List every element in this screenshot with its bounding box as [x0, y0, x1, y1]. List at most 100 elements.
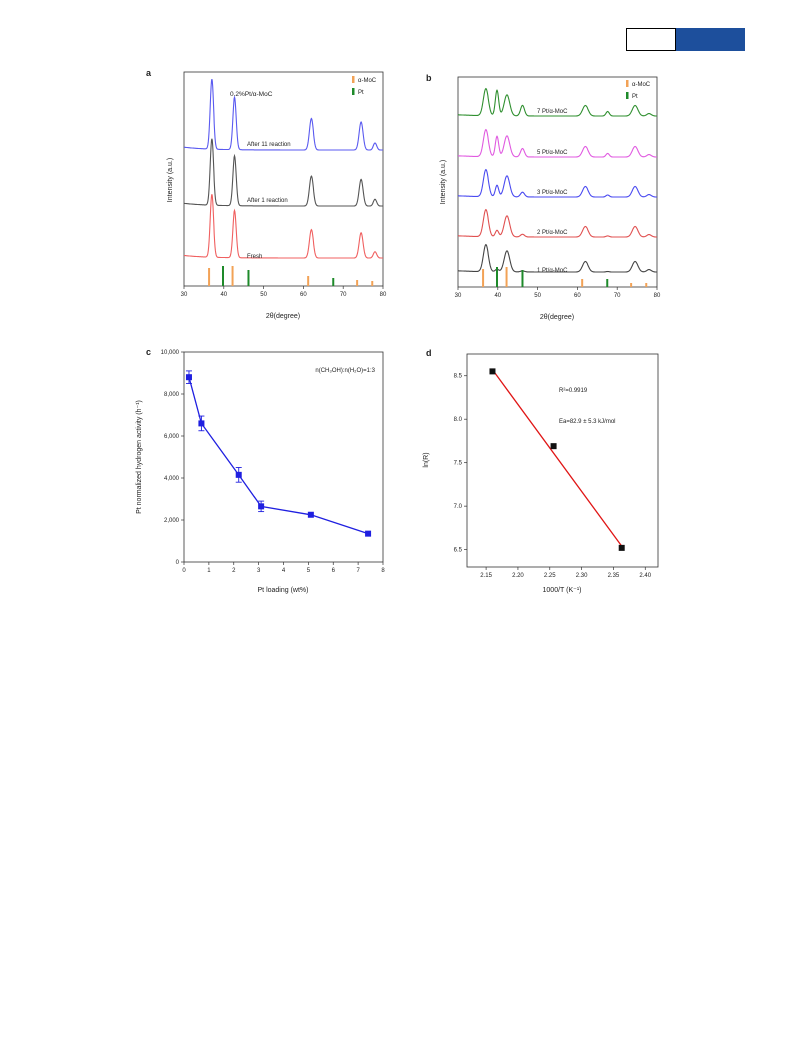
x-tick-label: 2.35 — [608, 573, 620, 579]
y-tick-label: 8.0 — [454, 417, 463, 423]
panel-d-ylabel: ln(R) — [423, 452, 430, 467]
panel-c-ylabel: Pt normalized hydrogen activity (h⁻¹) — [136, 400, 143, 514]
x-tick-label: 3 — [257, 568, 261, 574]
x-tick-label: 8 — [381, 568, 385, 574]
panel-d-r2: R²=0.9919 — [559, 388, 588, 394]
x-tick-label: 0 — [182, 568, 186, 574]
legend-alpha-moc-swatch — [352, 76, 355, 83]
panel-c-frame — [183, 351, 384, 563]
x-tick-label: 60 — [300, 292, 307, 298]
x-tick-label: 2.15 — [480, 573, 492, 579]
y-tick-label: 8,000 — [164, 392, 180, 398]
xrd-curve — [183, 138, 383, 207]
x-tick-label: 7 — [356, 568, 360, 574]
series-label: 1 Pt/α-MoC — [537, 268, 568, 274]
x-tick-label: 5 — [307, 568, 311, 574]
panel-d-frame — [466, 353, 659, 568]
y-tick-label: 6,000 — [164, 434, 180, 440]
panel-a-letter: a — [146, 68, 152, 78]
panel-b-ylabel: Intensity (a.u.) — [440, 160, 447, 204]
x-tick-label: 50 — [534, 293, 541, 299]
legend-pt-label: Pt — [632, 94, 638, 100]
xrd-curve — [458, 208, 657, 238]
xrd-curve — [458, 243, 657, 273]
data-point — [550, 443, 557, 450]
series-label: 2 Pt/α-MoC — [537, 230, 568, 236]
y-tick-label: 0 — [176, 560, 180, 566]
legend-alpha-moc-label: α-MoC — [358, 78, 377, 84]
x-tick-label: 2.30 — [576, 573, 588, 579]
xrd-curve — [458, 87, 657, 117]
data-point — [618, 544, 625, 551]
x-tick-label: 2.25 — [544, 573, 556, 579]
x-tick-label: 40 — [220, 292, 227, 298]
series-label: 7 Pt/α-MoC — [537, 109, 568, 115]
series-label: After 1 reaction — [247, 198, 288, 204]
x-tick-label: 70 — [614, 293, 621, 299]
panel-a-frame — [183, 71, 384, 287]
x-tick-label: 6 — [332, 568, 336, 574]
legend-pt-label: Pt — [358, 90, 364, 96]
panel-a-title: 0.2%Pt/α-MoC — [230, 91, 273, 98]
y-tick-label: 8.5 — [454, 374, 463, 380]
data-point — [258, 503, 265, 510]
data-point — [307, 511, 314, 518]
panel-c-xlabel: Pt loading (wt%) — [258, 587, 309, 594]
panel-c-annotation: n(CH₃OH):n(H₂O)=1:3 — [315, 368, 375, 374]
legend-pt-swatch — [626, 92, 629, 99]
fit-line — [491, 369, 623, 547]
header-box-white — [626, 28, 676, 51]
series-label: 5 Pt/α-MoC — [537, 150, 568, 156]
panel-b-xlabel: 2θ(degree) — [540, 314, 574, 321]
panel-d-ea: Ea=82.9 ± 5.3 kJ/mol — [559, 419, 616, 425]
x-tick-label: 30 — [181, 292, 188, 298]
series-label: 3 Pt/α-MoC — [537, 190, 568, 196]
data-point — [185, 374, 192, 381]
y-tick-label: 2,000 — [164, 518, 180, 524]
data-point — [198, 420, 205, 427]
panel-a-xlabel: 2θ(degree) — [266, 313, 300, 320]
panel-b-frame — [457, 76, 658, 288]
legend-alpha-moc-swatch — [626, 80, 629, 87]
x-tick-label: 2.20 — [512, 573, 524, 579]
panel-a: a 30 40 50 60 70 80 After 11 reaction After 1 … — [146, 68, 387, 320]
x-tick-label: 30 — [455, 293, 462, 299]
data-point — [365, 530, 372, 537]
y-tick-label: 10,000 — [161, 350, 180, 356]
panel-b-letter: b — [426, 73, 432, 83]
panel-d: d 2.15 2.20 2.25 2.30 2.35 2.40 6.5 7.0 7.5 8.0 8.… — [423, 348, 659, 594]
x-tick-label: 60 — [574, 293, 581, 299]
x-tick-label: 80 — [654, 293, 661, 299]
xrd-curve — [184, 194, 383, 259]
legend-pt-swatch — [352, 88, 355, 95]
x-tick-label: 70 — [340, 292, 347, 298]
x-tick-label: 2 — [232, 568, 236, 574]
header-box-blue — [676, 28, 745, 51]
panel-c-letter: c — [146, 347, 151, 357]
x-tick-label: 1 — [207, 568, 211, 574]
y-tick-label: 6.5 — [454, 548, 463, 554]
panel-c: c 0 1 2 3 4 5 6 7 8 0 2,000 4,000 6,000 8,000 10,000 n… — [136, 347, 385, 594]
panel-a-legend: α-MoC Pt — [352, 76, 377, 96]
panel-b-legend: α-MoC Pt — [626, 80, 651, 100]
xrd-curve — [458, 168, 657, 198]
y-tick-label: 4,000 — [164, 476, 180, 482]
panel-d-xlabel: 1000/T (K⁻¹) — [543, 587, 582, 594]
xrd-curve — [184, 78, 383, 151]
y-tick-label: 7.5 — [454, 461, 463, 467]
panel-b: b 30 40 50 60 70 80 7 Pt/α-MoC 5 Pt/α-MoC 3 Pt/… — [426, 73, 661, 321]
x-tick-label: 40 — [494, 293, 501, 299]
legend-alpha-moc-label: α-MoC — [632, 82, 651, 88]
series-label: Fresh — [247, 254, 262, 260]
panel-a-ylabel: Intensity (a.u.) — [167, 158, 174, 202]
y-tick-label: 7.0 — [454, 504, 463, 510]
x-tick-label: 50 — [260, 292, 267, 298]
data-point — [235, 471, 242, 478]
data-line — [188, 377, 369, 535]
data-point — [489, 368, 496, 375]
series-label: After 11 reaction — [247, 142, 291, 148]
x-tick-label: 80 — [380, 292, 387, 298]
x-tick-label: 4 — [282, 568, 286, 574]
x-tick-label: 2.40 — [639, 573, 651, 579]
